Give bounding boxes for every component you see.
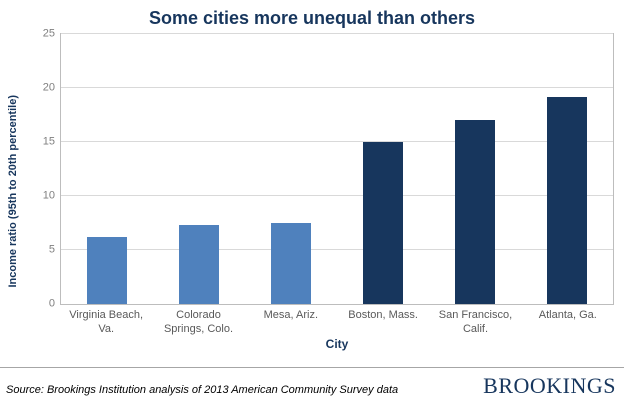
y-tick-label: 5	[48, 243, 55, 256]
bar-slot	[429, 34, 521, 304]
gridline	[61, 87, 613, 88]
x-tick-label: Mesa, Ariz.	[263, 309, 319, 321]
plot-wrap: 0 5 10 15 20 25 Virginia Beach, Va. Colorado S…	[43, 28, 614, 351]
x-tick-label: Colorado Springs, Colo.	[163, 309, 234, 335]
bar-slot	[61, 34, 153, 304]
bar-slot	[337, 34, 429, 304]
source-note: Source: Brookings Institution analysis o…	[6, 384, 399, 397]
x-axis-labels: Virginia Beach, Va. Colorado Springs, Col…	[60, 309, 614, 337]
bar-2	[271, 223, 311, 304]
bar-0	[87, 237, 127, 304]
y-tick-label: 10	[42, 189, 55, 202]
bar-slot	[245, 34, 337, 304]
bar-5	[547, 96, 587, 304]
y-tick-label: 25	[42, 27, 55, 40]
x-tick-label: San Francisco, Calif.	[438, 309, 513, 335]
y-tick-label: 15	[42, 135, 55, 148]
bar-slot	[153, 34, 245, 304]
gridline	[61, 141, 613, 142]
gridline	[61, 249, 613, 250]
bar-4	[455, 120, 495, 304]
gridline	[61, 195, 613, 196]
y-tick-label: 20	[42, 81, 55, 94]
x-tick-label: Virginia Beach, Va.	[69, 309, 144, 335]
bars	[61, 34, 613, 304]
bar-slot	[521, 34, 613, 304]
plot-area: 0 5 10 15 20 25	[43, 28, 614, 309]
x-tick-label: Boston, Mass.	[348, 309, 418, 321]
y-axis-title-column: Income ratio (95th to 20th percentile)	[0, 33, 26, 351]
footer: Source: Brookings Institution analysis o…	[0, 367, 624, 401]
chart-region: Income ratio (95th to 20th percentile) 0…	[0, 28, 624, 351]
brookings-logo: BROOKINGS	[483, 373, 616, 398]
bar-3	[363, 142, 403, 304]
gridline	[61, 33, 613, 34]
x-tick-label: Atlanta, Ga.	[538, 309, 597, 321]
x-axis-title: City	[325, 336, 349, 351]
bar-1	[179, 225, 219, 304]
y-tick-label: 0	[48, 297, 55, 310]
y-axis-title: Income ratio (95th to 20th percentile)	[7, 95, 19, 289]
chart-title: Some cities more unequal than others	[148, 8, 476, 28]
